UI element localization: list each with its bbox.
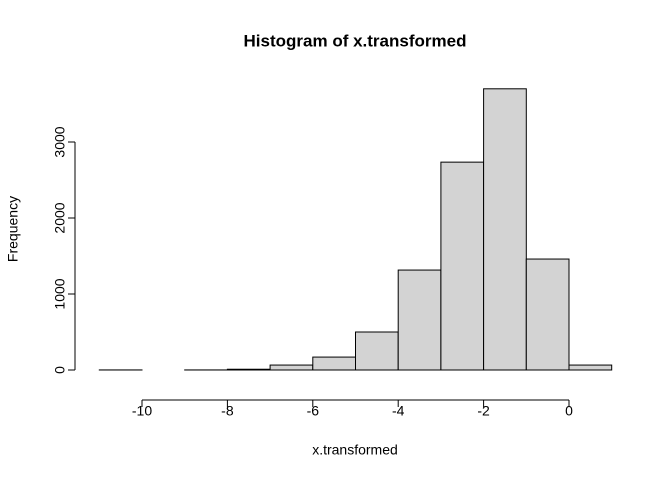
x-tick-label: -2 (477, 403, 490, 419)
bar (525, 258, 570, 371)
y-axis-label: Frequency (5, 196, 21, 262)
y-tick-label: 0 (52, 366, 68, 374)
bar (312, 356, 356, 371)
bar (397, 269, 442, 371)
y-tick-label: 3000 (52, 126, 68, 157)
bar (355, 331, 399, 371)
x-tick-label: 0 (565, 403, 573, 419)
bar (226, 368, 271, 371)
bar (568, 364, 613, 371)
chart-title: Histogram of x.transformed (244, 31, 467, 50)
x-tick-label: -4 (392, 403, 405, 419)
x-tick-label: -6 (307, 403, 320, 419)
x-tick-label: -8 (221, 403, 234, 419)
bar (269, 364, 314, 371)
y-tick-label: 2000 (52, 202, 68, 233)
y-tick-label: 1000 (52, 278, 68, 309)
x-axis-label: x.transformed (312, 442, 398, 458)
x-tick-label: -10 (132, 403, 152, 419)
bar (483, 88, 527, 371)
bar (440, 161, 485, 371)
